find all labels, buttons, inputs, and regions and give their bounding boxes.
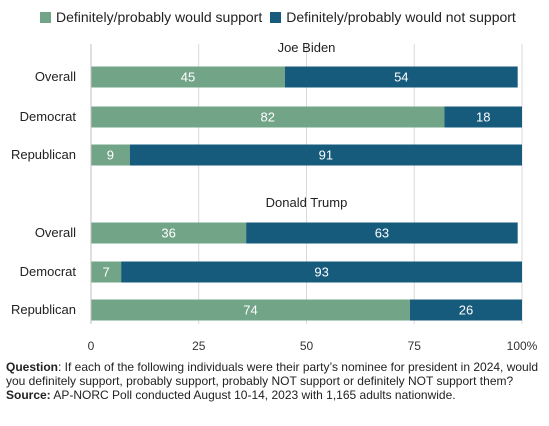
question-note: Question: If each of the following indiv… [6, 360, 546, 388]
source-label: Source: [6, 388, 51, 402]
legend-item-not-support: Definitely/probably would not support [270, 9, 516, 25]
data-label: 82 [260, 110, 274, 125]
category-label: Overall [35, 69, 76, 84]
bar-segment [91, 299, 410, 321]
category-label: Overall [35, 225, 76, 240]
x-tick-label: 100% [507, 339, 538, 353]
x-tick-label: 50 [300, 339, 314, 353]
source-text: AP-NORC Poll conducted August 10-14, 202… [50, 388, 456, 402]
bar-segment [246, 222, 518, 244]
legend-label-not-support: Definitely/probably would not support [286, 9, 516, 25]
data-label: 63 [375, 226, 389, 241]
bar-segment [91, 66, 285, 88]
data-label: 9 [107, 148, 114, 163]
bar-segment [91, 261, 122, 283]
data-label: 91 [319, 148, 333, 163]
legend-swatch-not-support [270, 11, 282, 23]
question-label: Question [6, 360, 59, 374]
legend-label-support: Definitely/probably would support [56, 9, 263, 25]
data-label: 26 [459, 303, 473, 318]
data-label: 7 [102, 265, 109, 280]
category-label: Democrat [20, 109, 77, 124]
data-label: 45 [181, 70, 195, 85]
data-label: 36 [161, 226, 175, 241]
bar-segment [91, 144, 130, 166]
question-text: : If each of the following individuals w… [6, 360, 539, 388]
bar-segment [129, 144, 523, 166]
data-label: 74 [243, 303, 257, 318]
x-tick-label: 75 [408, 339, 422, 353]
source-note: Source: AP-NORC Poll conducted August 10… [6, 388, 546, 402]
panel-title: Donald Trump [266, 195, 348, 210]
legend-swatch-support [40, 11, 51, 23]
category-label: Republican [11, 302, 76, 317]
legend-item-support: Definitely/probably would support [40, 9, 262, 25]
bar-segment [409, 299, 522, 321]
chart-notes: Question: If each of the following indiv… [6, 360, 546, 402]
x-tick-label: 25 [192, 339, 206, 353]
bar-segment [91, 222, 247, 244]
stacked-bar-chart: 0 25 50 75 100% Joe Biden Overall 45 54 Democrat 8… [11, 40, 538, 353]
data-label: 54 [394, 70, 408, 85]
data-label: 93 [314, 265, 328, 280]
x-tick-label: 0 [88, 339, 95, 353]
data-label: 18 [476, 110, 490, 125]
chart-legend: Definitely/probably would support Defini… [40, 9, 524, 25]
panel-title: Joe Biden [278, 40, 336, 55]
category-label: Republican [11, 147, 76, 162]
bar-segment [91, 106, 445, 128]
bar-segment [284, 66, 518, 88]
bar-segment [121, 261, 523, 283]
bar-segment [444, 106, 522, 128]
category-label: Democrat [20, 264, 77, 279]
